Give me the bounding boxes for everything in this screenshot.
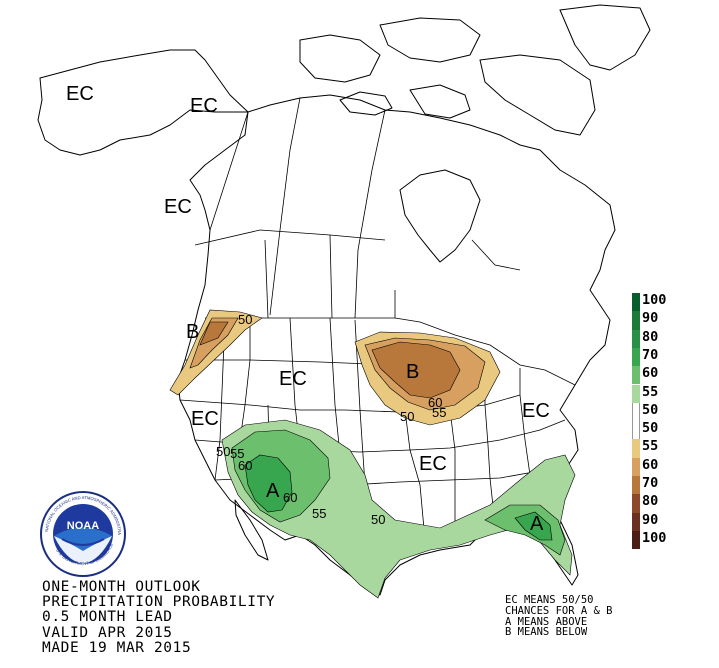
- legend-label: 80: [642, 493, 659, 510]
- region-label-ec-midwest: EC: [419, 453, 447, 475]
- legend-row: 80: [632, 328, 712, 348]
- contour-label-60-southwest-a: 60: [238, 458, 252, 473]
- legend-label: 50: [642, 420, 659, 437]
- region-label-ec-bc: EC: [164, 196, 192, 218]
- legend-label: 60: [642, 456, 659, 473]
- outlook-title-block: ONE-MONTH OUTLOOK PRECIPITATION PROBABIL…: [42, 579, 276, 656]
- legend-row: 90: [632, 511, 712, 531]
- legend-row: 60: [632, 365, 712, 385]
- legend-row: 100: [632, 529, 712, 550]
- contour-label-55-southwest-b: 55: [312, 506, 326, 521]
- legend-swatch: [632, 457, 640, 476]
- region-label-ec-montana: EC: [279, 368, 307, 390]
- legend-row: 70: [632, 475, 712, 495]
- region-label-ec-alaska-west: EC: [66, 83, 94, 105]
- legend-label: 100: [642, 529, 667, 546]
- legend-row: 55: [632, 438, 712, 458]
- legend-swatch: [632, 347, 640, 367]
- noaa-logo: NOAA NATIONAL OCEANIC AND ATMOSPHERIC AD…: [38, 487, 126, 581]
- legend-label: 90: [642, 511, 659, 528]
- legend-label: 100: [642, 292, 667, 308]
- region-label-b-northwest: B: [186, 321, 199, 343]
- legend-swatch: [632, 311, 640, 330]
- legend-swatch: [632, 476, 640, 495]
- contour-label-55-southwest-a: 55: [230, 446, 244, 461]
- legend-swatch: [632, 439, 640, 458]
- legend-row: 80: [632, 493, 712, 513]
- legend-swatch: [632, 402, 640, 422]
- legend-swatch: [632, 366, 640, 385]
- legend-swatch: [632, 293, 640, 312]
- below-normal-great-lakes: [354, 331, 501, 426]
- legend-swatch: [632, 530, 640, 550]
- note-line: B MEANS BELOW: [505, 626, 588, 639]
- contour-label-60-southwest-b: 60: [283, 490, 297, 505]
- legend-row: 55: [632, 383, 712, 403]
- region-label-ec-california: EC: [191, 408, 219, 430]
- legend-row: 50: [632, 420, 712, 440]
- legend-swatch: [632, 384, 640, 403]
- legend-swatch: [632, 329, 640, 348]
- below-normal-northwest: [169, 309, 263, 396]
- legend-label: 60: [642, 365, 659, 382]
- legend-swatch: [632, 421, 640, 440]
- region-label-a-florida: A: [530, 513, 544, 535]
- noaa-logo-text: NOAA: [67, 520, 99, 532]
- contour-label-50-texas: 50: [371, 512, 385, 527]
- title-line: PRECIPITATION PROBABILITY: [42, 594, 276, 611]
- legend-swatch: [632, 494, 640, 513]
- land-outline: [37, 4, 651, 596]
- ec-explanation-note: EC MEANS 50/50 CHANCES FOR A & B A MEANS…: [505, 595, 612, 638]
- region-label-ec-alaska-east: EC: [190, 95, 218, 117]
- contour-label-50-great-lakes: 50: [400, 409, 414, 424]
- title-line: ONE-MONTH OUTLOOK: [42, 579, 201, 595]
- region-label-a-southwest: A: [266, 480, 280, 502]
- contour-label-50-northwest: 50: [238, 312, 252, 327]
- title-line: MADE 19 MAR 2015: [42, 639, 192, 656]
- legend-label: 80: [642, 328, 659, 345]
- title-line: VALID APR 2015: [42, 624, 173, 641]
- contour-label-60-great-lakes: 60: [428, 395, 442, 410]
- note-line: CHANCES FOR A & B: [505, 604, 613, 617]
- note-line: A MEANS ABOVE: [505, 615, 588, 628]
- legend-label: 70: [642, 475, 659, 491]
- legend-row: 70: [632, 346, 712, 367]
- legend-label: 55: [642, 438, 659, 455]
- contour-label-50-southwest: 50: [216, 444, 230, 459]
- note-line: EC MEANS 50/50: [505, 594, 594, 606]
- legend-row: 90: [632, 310, 712, 330]
- region-label-b-great-lakes: B: [406, 361, 419, 383]
- above-normal-southwest: [221, 419, 576, 599]
- contour-label-55-great-lakes: 55: [432, 405, 446, 420]
- region-label-ec-northeast: EC: [522, 400, 550, 422]
- legend-row: 100: [632, 292, 712, 312]
- legend-label: 70: [642, 346, 659, 363]
- legend-label: 50: [642, 401, 659, 418]
- legend-row: 60: [632, 456, 712, 476]
- legend-label: 55: [642, 383, 659, 400]
- title-line: 0.5 MONTH LEAD: [42, 609, 173, 626]
- legend-row: 50: [632, 401, 712, 422]
- legend-label: 90: [642, 310, 659, 327]
- legend-swatch: [632, 512, 640, 531]
